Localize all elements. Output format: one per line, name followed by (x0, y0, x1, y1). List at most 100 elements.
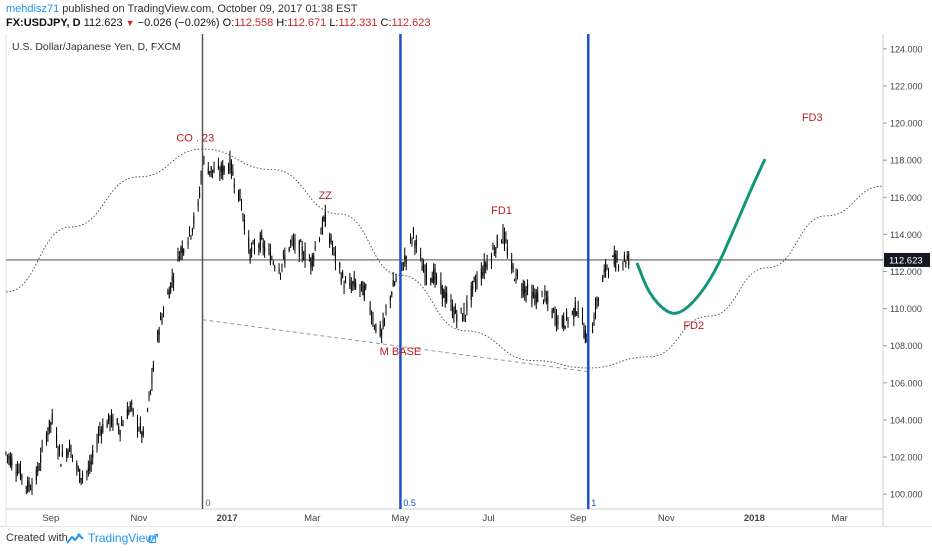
candle-body (564, 325, 566, 330)
candle-body (89, 462, 91, 471)
candle-body (232, 171, 234, 176)
base-trendline (202, 319, 589, 373)
candle-body (66, 450, 68, 458)
candle-body (554, 313, 556, 323)
candle-body (551, 309, 553, 318)
candle-body (251, 247, 253, 252)
candle-body (121, 423, 123, 426)
candle-body (151, 374, 153, 384)
candle-body (112, 416, 114, 428)
candle-body (389, 296, 391, 302)
candle-body (594, 303, 596, 316)
candle-body (293, 241, 295, 244)
chart-title: U.S. Dollar/Japanese Yen, D, FXCM (12, 41, 181, 53)
candle-body (512, 267, 514, 269)
candle-body (294, 239, 296, 248)
candle-body (37, 465, 39, 473)
candle-body (625, 261, 627, 264)
candle-body (313, 256, 315, 260)
candle-body (207, 168, 209, 175)
external-link-icon[interactable] (149, 534, 158, 543)
tradingview-brand-link[interactable]: TradingView (88, 531, 155, 545)
candle-body (320, 232, 322, 235)
last-price-label: 112.623 (889, 255, 923, 266)
candle-body (217, 165, 219, 169)
candle-body (352, 281, 354, 285)
candle-body (238, 189, 240, 201)
candle-body (480, 268, 482, 280)
candle-body (148, 395, 150, 397)
candle-body (181, 246, 183, 254)
y-tick-label: 116.000 (890, 193, 922, 203)
y-tick-label: 110.000 (890, 304, 922, 314)
candle-body (264, 247, 266, 252)
candle-body (577, 308, 579, 311)
candle-body (453, 310, 455, 319)
candle-body (470, 285, 472, 301)
candle-body (259, 234, 261, 251)
candle-body (242, 213, 244, 218)
candle-body (421, 266, 423, 271)
candle-body (596, 299, 598, 307)
candle-body (212, 169, 214, 172)
candle-body (566, 311, 568, 320)
candle-body (433, 268, 435, 283)
price-chart[interactable]: U.S. Dollar/Japanese Yen, D, FXCM 100.00… (0, 34, 932, 526)
candle-body (506, 247, 508, 255)
candle-body (108, 413, 110, 422)
candle-body (394, 282, 396, 286)
candle-body (414, 242, 416, 248)
candle-body (392, 280, 394, 287)
candle-body (355, 282, 357, 289)
candle-body (323, 217, 325, 221)
candle-body (446, 292, 448, 302)
candle-body (51, 413, 53, 421)
candle-body (423, 264, 425, 273)
annotation-label: FD3 (802, 112, 823, 124)
candle-body (420, 254, 422, 256)
x-tick-label: Mar (304, 513, 320, 524)
y-axis: 100.000 102.000 104.000 106.000 108.000 110.0… (883, 44, 923, 500)
candle-body (371, 316, 373, 321)
candle-body (343, 285, 345, 289)
candle-body (607, 271, 609, 273)
candle-body (248, 237, 250, 249)
candle-body (269, 251, 271, 265)
candle-body (443, 289, 445, 298)
candle-body (110, 414, 112, 425)
candle-body (258, 245, 260, 248)
candle-body (321, 219, 323, 232)
candle-body (162, 310, 164, 316)
candle-body (473, 277, 475, 281)
candle-body (460, 308, 462, 310)
candle-body (170, 282, 172, 292)
y-tick-label: 120.000 (890, 119, 923, 129)
candle-body (557, 317, 559, 325)
candle-body (436, 274, 438, 280)
candle-body (616, 257, 618, 261)
candle-body (229, 155, 231, 173)
candle-body (141, 431, 143, 438)
candle-body (291, 238, 293, 241)
candle-body (613, 253, 615, 265)
candle-body (25, 486, 27, 488)
vline-label: 0.5 (403, 498, 416, 508)
y-tick-label: 104.000 (890, 415, 923, 425)
annotation-label: FD2 (683, 320, 704, 332)
author-link[interactable]: mehdisz71 (6, 3, 60, 15)
candle-body (462, 313, 464, 322)
candle-body (626, 256, 628, 259)
tradingview-logo-icon[interactable] (66, 532, 84, 545)
candle-body (486, 262, 488, 269)
candle-body (391, 292, 393, 295)
drawing-overlays: 0 0.5 1 CO . 23 ZZ FD1 M BASE FD2 FD3 (5, 34, 884, 509)
candle-body (405, 256, 407, 263)
candle-body (342, 272, 344, 278)
candle-body (304, 249, 306, 262)
candle-body (466, 301, 468, 311)
candle-body (128, 409, 130, 414)
candle-body (401, 262, 403, 267)
candle-body (70, 448, 72, 458)
change-text: −0.026 (−0.02%) (137, 17, 220, 29)
y-tick-label: 124.000 (890, 44, 923, 54)
